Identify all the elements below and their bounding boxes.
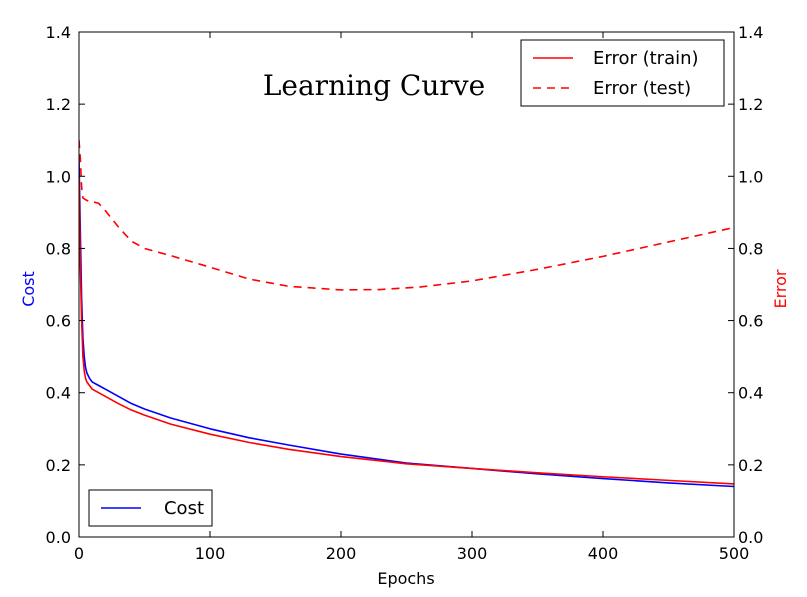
y-right-tick-label: 0.4 — [738, 384, 763, 403]
y-right-tick-label: 0.6 — [738, 312, 763, 331]
y-left-tick-label: 1.4 — [46, 23, 71, 42]
plot-frame — [78, 31, 735, 538]
y-axis-label-right: Error — [771, 269, 790, 308]
y-right-tick-label: 1.2 — [738, 95, 763, 114]
y-right-tick-label: 1.4 — [738, 23, 763, 42]
y-left-tick-label: 0.6 — [46, 312, 71, 331]
series-layer — [79, 140, 734, 488]
x-axis-label: Epochs — [377, 569, 434, 588]
y-left-tick-label: 0.4 — [46, 384, 71, 403]
y-right-tick-label: 0.0 — [738, 528, 763, 547]
y-right-tick-label: 0.2 — [738, 456, 763, 475]
y-right-tick-label: 1.0 — [738, 167, 763, 186]
x-tick-label: 300 — [457, 544, 488, 563]
x-tick-label: 0 — [74, 544, 84, 563]
x-tick-label: 200 — [326, 544, 357, 563]
x-tick-label: 100 — [195, 544, 226, 563]
y-left-tick-label: 0.8 — [46, 239, 71, 258]
series-line-error-test — [79, 140, 734, 291]
chart-title: Learning Curve — [263, 69, 485, 102]
legend-label-cost: Cost — [164, 498, 204, 519]
y-left-tick-label: 0.2 — [46, 456, 71, 475]
y-right-tick-label: 0.8 — [738, 239, 763, 258]
y-left-tick-label: 0.0 — [46, 528, 71, 547]
legend-cost: Cost — [88, 489, 213, 527]
y-axis-label-left: Cost — [19, 271, 38, 307]
x-tick-label: 400 — [588, 544, 619, 563]
legend-label-error-test: Error (test) — [593, 78, 691, 99]
axes-layer — [78, 31, 735, 538]
legend-error-box — [520, 39, 725, 107]
legend-label-error-train: Error (train) — [593, 48, 699, 69]
x-tick-label: 500 — [719, 544, 750, 563]
legend-error: Error (train) Error (test) — [520, 39, 725, 107]
series-line-error-train — [79, 176, 734, 485]
y-left-tick-label: 1.0 — [46, 167, 71, 186]
y-left-tick-label: 1.2 — [46, 95, 71, 114]
ticks-layer: 0 100 200 300 400 5000.00.20.40.60.81.01.21.4… — [46, 23, 764, 563]
